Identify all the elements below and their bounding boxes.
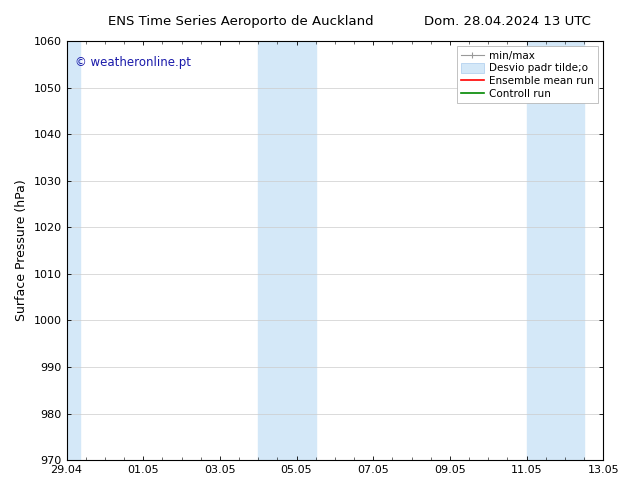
Legend: min/max, Desvio padr tilde;o, Ensemble mean run, Controll run: min/max, Desvio padr tilde;o, Ensemble m… xyxy=(456,46,598,103)
Text: ENS Time Series Aeroporto de Auckland: ENS Time Series Aeroporto de Auckland xyxy=(108,15,373,28)
Text: © weatheronline.pt: © weatheronline.pt xyxy=(75,56,191,69)
Bar xyxy=(258,41,316,460)
Bar xyxy=(67,41,80,460)
Text: Dom. 28.04.2024 13 UTC: Dom. 28.04.2024 13 UTC xyxy=(424,15,591,28)
Bar xyxy=(526,41,584,460)
Y-axis label: Surface Pressure (hPa): Surface Pressure (hPa) xyxy=(15,180,28,321)
